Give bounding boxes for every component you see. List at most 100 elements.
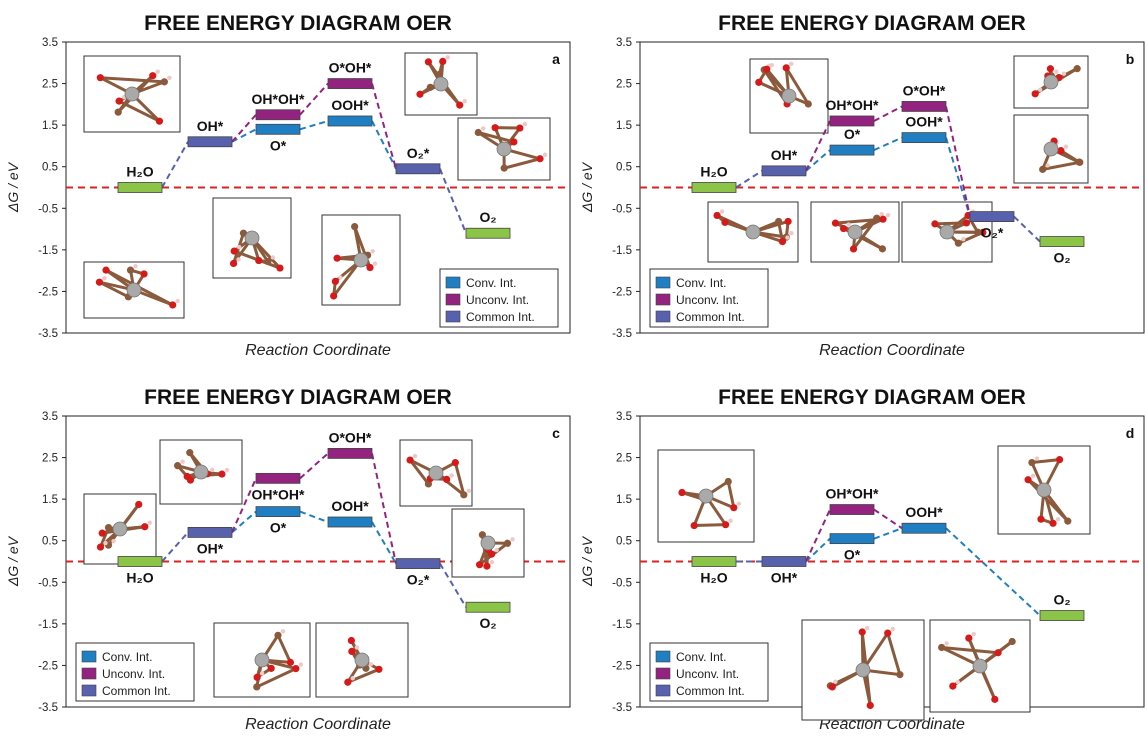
molecule-structure-image [213, 622, 311, 698]
state-label: O* [844, 126, 861, 142]
molecule-structure-image [457, 117, 551, 181]
pathway-connector [805, 537, 831, 563]
pathway-connector [945, 137, 971, 217]
molecule-structure-image [212, 197, 292, 279]
pathway-connector [873, 105, 903, 122]
state-label: H₂O [700, 164, 727, 180]
energy-level-bar [187, 136, 233, 148]
state-label: H₂O [700, 570, 727, 586]
y-tick-label: 3.5 [616, 37, 632, 49]
energy-level-bar [327, 516, 373, 528]
chart-svg: FREE ENERGY DIAGRAM OER 3.5 2.5 1.5 0.5 -0.5 -… [579, 386, 1145, 733]
state-label: OH* [197, 118, 224, 134]
legend-entry: Common Int. [676, 684, 745, 698]
panel-d: FREE ENERGY DIAGRAM OER 3.5 2.5 1.5 0.5 -0.5 -… [574, 374, 1148, 748]
energy-level-bar [327, 78, 373, 89]
state-label: OH*OH* [826, 486, 879, 502]
state-label: H₂O [126, 164, 153, 180]
chart-svg: FREE ENERGY DIAGRAM OER 3.5 2.5 1.5 0.5 -0.5 -… [5, 386, 571, 733]
y-tick-label: -2.5 [38, 286, 58, 298]
panel-b: FREE ENERGY DIAGRAM OER 3.5 2.5 1.5 0.5 -0.5 -… [574, 0, 1148, 374]
energy-level-bar [969, 211, 1015, 223]
pathway-connector [299, 120, 329, 131]
legend-entry: Common Int. [466, 310, 535, 324]
y-tick-label: -1.5 [38, 245, 58, 257]
molecule-thumbnails [657, 445, 1091, 721]
pathway-connector [945, 527, 1041, 617]
state-label: O*OH* [329, 60, 372, 76]
y-tick-label: -1.5 [612, 619, 632, 631]
chart-title: FREE ENERGY DIAGRAM OER [718, 386, 1026, 409]
energy-level-bar [465, 601, 511, 613]
molecule-thumbnails [83, 439, 525, 698]
energy-level-bar [761, 165, 807, 177]
state-label: OOH* [331, 498, 369, 514]
pathway-connector [371, 453, 397, 564]
state-label: OH* [197, 540, 224, 556]
energy-level-bar [187, 526, 233, 538]
molecule-structure-image [404, 52, 478, 116]
state-label: H₂O [126, 570, 153, 586]
legend-entry: Unconv. Int. [466, 293, 529, 307]
energy-level-bar [829, 144, 875, 156]
legend-entry: Conv. Int. [102, 650, 152, 664]
state-label: O₂* [981, 225, 1004, 241]
y-tick-label: 1.5 [616, 494, 632, 506]
state-label: O*OH* [329, 429, 372, 445]
y-axis-label: ΔG / eV [5, 161, 21, 213]
molecule-structure-image [657, 449, 755, 543]
pathway-connector [231, 510, 257, 534]
y-tick-label: -0.5 [612, 203, 632, 215]
state-label: O₂ [479, 615, 496, 631]
pathway-connector [873, 527, 903, 540]
legend-swatch [655, 684, 671, 697]
legend-swatch [655, 276, 671, 289]
legend-entry: Common Int. [676, 310, 745, 324]
y-tick-label: -3.5 [38, 702, 58, 714]
y-tick-label: 1.5 [42, 494, 58, 506]
molecule-structure-image [83, 55, 181, 133]
legend-swatch [655, 667, 671, 680]
molecule-structure-image [707, 201, 799, 263]
panel-label: b [1126, 51, 1135, 67]
energy-level-bar [395, 163, 441, 175]
panel-c: FREE ENERGY DIAGRAM OER 3.5 2.5 1.5 0.5 -0.5 -… [0, 374, 574, 748]
chart-title: FREE ENERGY DIAGRAM OER [718, 12, 1026, 35]
pathway-connector [805, 149, 831, 172]
x-axis-label: Reaction Coordinate [245, 342, 391, 359]
state-label: OOH* [331, 97, 369, 113]
y-tick-label: -1.5 [612, 245, 632, 257]
pathway-connector [371, 83, 397, 170]
energy-level-bar [117, 182, 163, 193]
energy-level-bar [691, 556, 737, 567]
y-axis-label: ΔG / eV [579, 535, 595, 587]
chart-title: FREE ENERGY DIAGRAM OER [144, 386, 452, 409]
y-tick-label: -3.5 [612, 328, 632, 340]
state-label: O* [844, 547, 861, 563]
state-label: OH*OH* [826, 97, 879, 113]
y-tick-label: -2.5 [38, 660, 58, 672]
energy-level-bar [255, 472, 301, 484]
legend-swatch [655, 293, 671, 306]
state-label: OH*OH* [252, 486, 305, 502]
state-label: OOH* [905, 114, 943, 130]
y-tick-label: 0.5 [42, 162, 58, 174]
molecule-structure-image [83, 493, 157, 565]
molecule-structure-image [1013, 55, 1089, 109]
energy-level-bar [829, 504, 875, 515]
molecule-structure-image [399, 439, 473, 507]
energy-level-bar [691, 182, 737, 193]
pathway-connector [1013, 215, 1041, 243]
panel-label: a [552, 51, 560, 67]
pathway-connector [231, 114, 257, 143]
legend-entry: Unconv. Int. [676, 293, 739, 307]
state-label: OH* [771, 147, 798, 163]
pathway-connector [299, 82, 329, 116]
legend-swatch [81, 667, 97, 680]
legend-swatch [655, 650, 671, 663]
legend-swatch [445, 276, 461, 289]
state-label: O*OH* [903, 82, 946, 98]
y-tick-label: 2.5 [42, 453, 58, 465]
y-axis-label: ΔG / eV [579, 161, 595, 213]
y-tick-label: -1.5 [38, 619, 58, 631]
